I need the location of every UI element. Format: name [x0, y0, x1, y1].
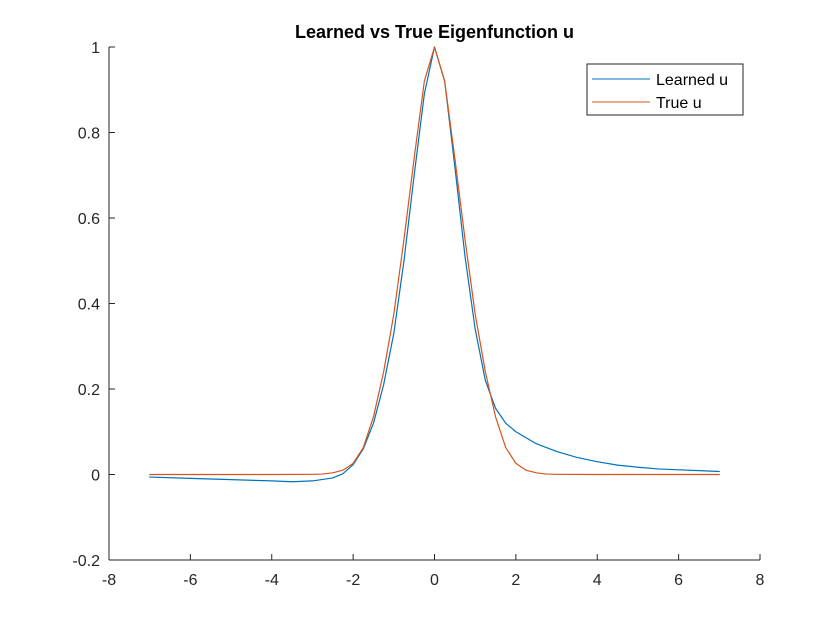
- y-tick-label: 0.2: [78, 382, 100, 399]
- x-tick-label: -8: [102, 572, 116, 589]
- chart-title: Learned vs True Eigenfunction u: [295, 22, 574, 42]
- x-tick-label: 8: [756, 572, 765, 589]
- y-tick-label: 0.8: [78, 126, 100, 143]
- y-tick-label: 0: [91, 468, 100, 485]
- x-tick-label: -2: [346, 572, 360, 589]
- x-tick-label: 0: [430, 572, 439, 589]
- legend-label-true-u: True u: [656, 95, 702, 112]
- y-tick-label: -0.2: [72, 553, 100, 570]
- y-tick-label: 0.4: [78, 297, 100, 314]
- y-ticks: -0.2 0 0.2 0.4 0.6 0.8 1: [72, 40, 115, 570]
- y-tick-label: 1: [91, 40, 100, 57]
- series-line-true-u: [149, 46, 720, 476]
- x-tick-label: 2: [511, 572, 520, 589]
- x-tick-label: -6: [183, 572, 197, 589]
- legend-box: [586, 63, 744, 116]
- legend: Learned u True u: [586, 63, 744, 116]
- x-ticks: -8 -6 -4 -2 0 2 4 6 8: [102, 554, 765, 589]
- plot-lines: [149, 46, 720, 483]
- x-tick-label: 6: [674, 572, 683, 589]
- legend-label-learned-u: Learned u: [656, 72, 728, 89]
- x-tick-label: 4: [593, 572, 602, 589]
- x-tick-label: -4: [265, 572, 279, 589]
- y-tick-label: 0.6: [78, 211, 100, 228]
